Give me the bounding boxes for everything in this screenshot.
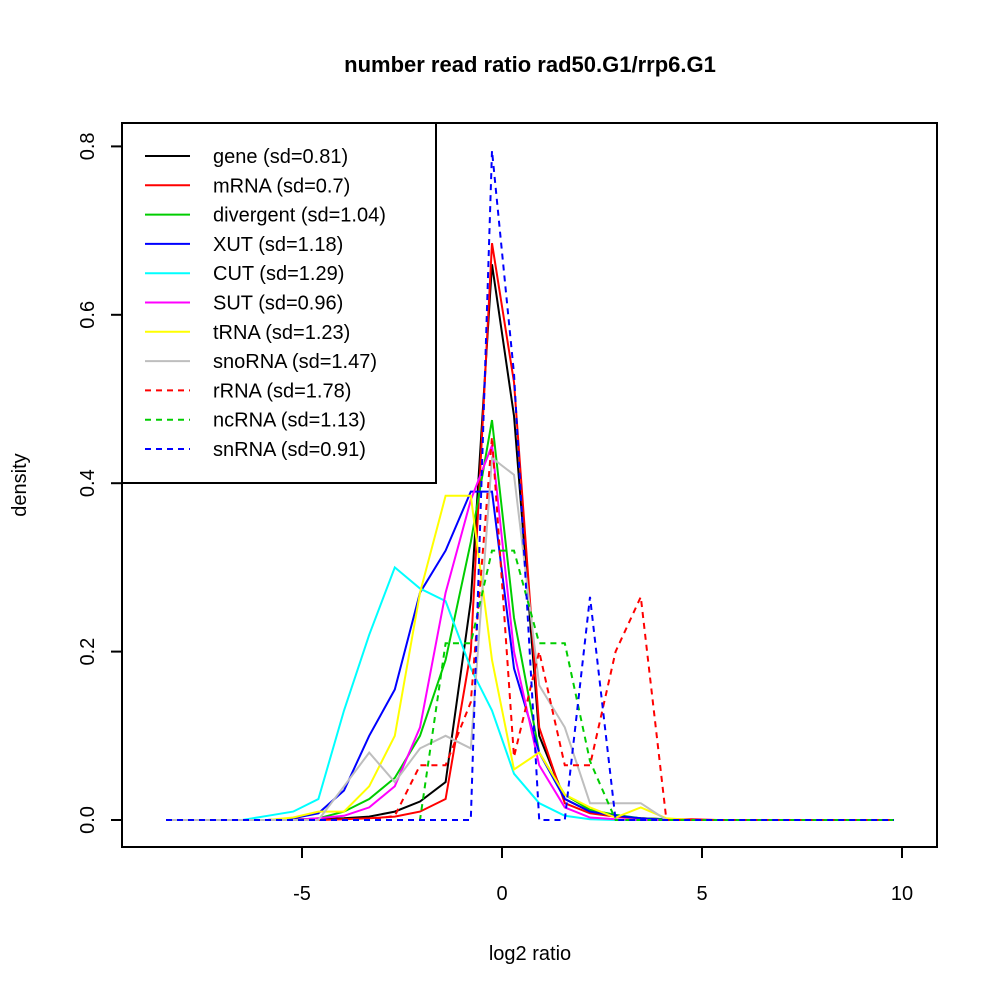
x-axis: -5 0 5 10 bbox=[293, 847, 913, 905]
legend-label: rRNA (sd=1.78) bbox=[213, 380, 351, 402]
y-tick-label: 0.4 bbox=[77, 469, 99, 497]
plot-frame bbox=[121, 122, 938, 848]
series-line-10 bbox=[166, 150, 894, 821]
legend-label: tRNA (sd=1.23) bbox=[213, 322, 350, 344]
y-tick-label: 0.2 bbox=[77, 638, 99, 666]
x-tick-label: 10 bbox=[891, 883, 913, 905]
x-tick-label: 0 bbox=[496, 883, 507, 905]
y-tick-label: 0.8 bbox=[77, 132, 99, 160]
y-tick-label: 0.6 bbox=[77, 301, 99, 329]
series-line-3 bbox=[166, 490, 894, 821]
y-axis-label: density bbox=[9, 453, 31, 516]
legend-label: SUT (sd=0.96) bbox=[213, 293, 343, 315]
legend-label: snoRNA (sd=1.47) bbox=[213, 351, 377, 373]
legend-label: snRNA (sd=0.91) bbox=[213, 439, 366, 461]
y-tick-label: 0.0 bbox=[77, 806, 99, 834]
x-tick-label: -5 bbox=[293, 883, 311, 905]
series-line-7 bbox=[166, 455, 894, 821]
legend-label: XUT (sd=1.18) bbox=[213, 234, 343, 256]
legend-label: CUT (sd=1.29) bbox=[213, 263, 344, 285]
legend: gene (sd=0.81) mRNA (sd=0.7) divergent (sd… bbox=[121, 122, 437, 484]
series-line-6 bbox=[166, 494, 894, 821]
legend-label: mRNA (sd=0.7) bbox=[213, 175, 350, 197]
y-axis: 0.0 0.2 0.4 0.6 0.8 bbox=[77, 132, 122, 834]
x-axis-label: log2 ratio bbox=[489, 943, 571, 965]
legend-label: gene (sd=0.81) bbox=[213, 146, 348, 168]
legend-label: divergent (sd=1.04) bbox=[213, 205, 386, 227]
series-line-5 bbox=[166, 444, 894, 821]
chart-title: number read ratio rad50.G1/rrp6.G1 bbox=[344, 52, 716, 77]
series-lines bbox=[166, 150, 894, 821]
x-tick-label: 5 bbox=[696, 883, 707, 905]
legend-label: ncRNA (sd=1.13) bbox=[213, 410, 366, 432]
